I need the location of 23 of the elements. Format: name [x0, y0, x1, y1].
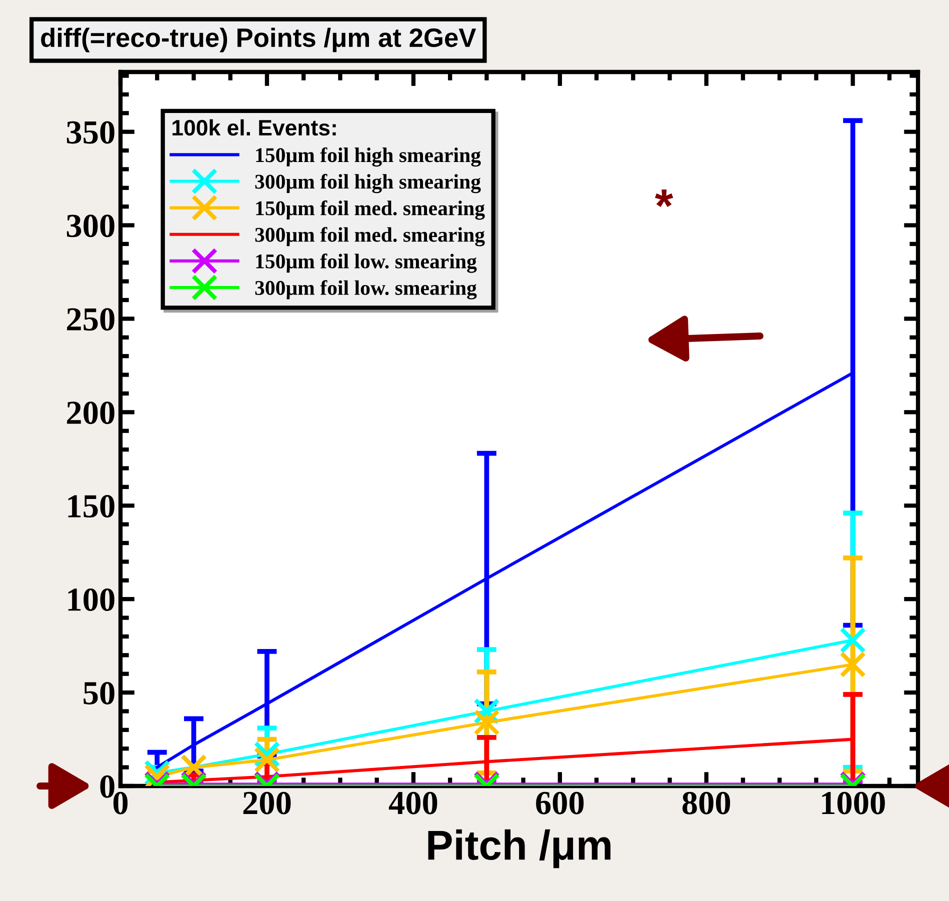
x-tick-label: 800: [682, 792, 730, 814]
legend-label: 150μm foil med. smearing: [256, 200, 485, 220]
y-tick-label: 250: [67, 308, 114, 331]
chart-title: diff(=reco-true) Points /μm at 2GeV: [41, 28, 476, 52]
y-tick-label: 100: [68, 588, 114, 611]
legend-label: 300μm foil high smearing: [255, 174, 481, 194]
legend-label: 150μm foil low. smearing: [256, 254, 477, 273]
legend-label: 150μm foil high smearing: [256, 147, 481, 167]
legend-label: 300μm foil low. smearing: [255, 280, 477, 300]
y-tick-label: 300: [66, 214, 114, 238]
y-tick-label: 350: [66, 121, 114, 144]
y-tick-label: 50: [84, 682, 114, 704]
x-tick-label: 200: [243, 792, 291, 814]
y-tick-label: 0: [100, 775, 114, 798]
x-tick-label: 400: [388, 792, 438, 814]
y-tick-label: 200: [67, 402, 114, 424]
x-tick-label: 600: [536, 792, 584, 814]
x-axis-title: Pitch /μm: [428, 829, 610, 868]
x-tick-label: 1000: [822, 792, 885, 814]
y-tick-label: 150: [68, 495, 114, 518]
legend-label: 300μm foil med. smearing: [255, 226, 485, 246]
legend-title: 100k el. Events:: [172, 119, 336, 136]
annotation: *: [654, 189, 674, 208]
